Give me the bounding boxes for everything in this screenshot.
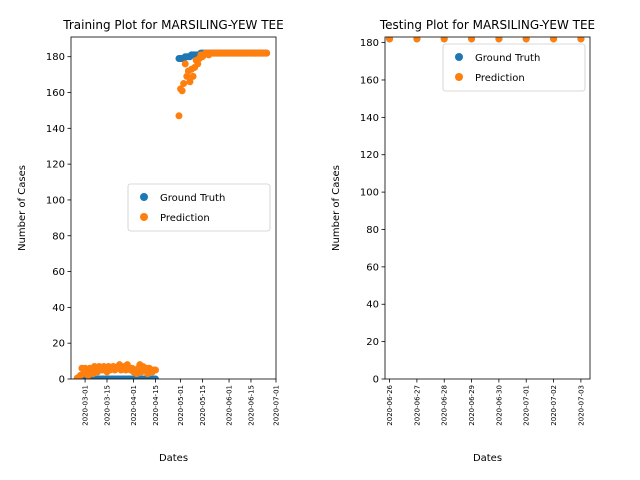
x-tick-label: 2020-07-03: [577, 385, 585, 426]
y-tick-label: 120: [46, 160, 65, 171]
y-tick-label: 100: [360, 188, 379, 199]
point-prediction: [522, 37, 530, 43]
y-tick-label: 140: [360, 113, 379, 124]
legend: Ground Truth Prediction: [127, 183, 271, 232]
x-tick-label: 2020-06-26: [386, 384, 394, 425]
y-tick-label: 80: [52, 231, 65, 242]
x-tick-label: 2020-06-01: [226, 385, 234, 426]
training-plot: 0 20 40 60 80 100 120 140 160 180 2020-03-01 2020-0…: [17, 18, 284, 464]
y-axis-label: Number of Cases: [17, 165, 28, 251]
y-tick-label: 80: [366, 225, 379, 236]
y-tick-label: 160: [46, 88, 65, 99]
legend-label: Prediction: [475, 73, 525, 84]
point-prediction: [263, 49, 271, 57]
y-tick-label: 0: [59, 375, 65, 386]
x-axis-label: Dates: [159, 453, 188, 464]
y-tick-label: 20: [366, 337, 379, 348]
point-prediction: [386, 37, 394, 43]
y-tick-label: 120: [360, 150, 379, 161]
legend-label: Ground Truth: [475, 53, 540, 64]
plot-area: [386, 37, 585, 43]
x-tick-label: 2020-07-01: [273, 385, 281, 426]
x-tick-label: 2020-06-29: [468, 385, 476, 426]
x-tick-label: 2020-03-01: [82, 385, 90, 426]
point-prediction: [180, 80, 188, 88]
legend-marker: [140, 213, 148, 221]
chart-title: Testing Plot for MARSILING-YEW TEE: [379, 18, 595, 32]
legend-frame: [127, 183, 271, 232]
legend: Ground Truth Prediction: [442, 43, 586, 92]
x-tick-label: 2020-03-15: [103, 385, 111, 426]
point-prediction: [577, 37, 585, 43]
legend-frame: [442, 43, 586, 92]
point-ground-truth: [152, 375, 159, 379]
point-prediction: [175, 112, 183, 120]
x-tick-label: 2020-06-15: [247, 385, 255, 426]
plot-area: [73, 49, 271, 379]
y-tick-label: 60: [366, 262, 379, 273]
y-tick-label: 180: [360, 38, 379, 49]
y-tick-label: 20: [52, 339, 65, 350]
point-prediction: [178, 87, 186, 95]
point-prediction: [550, 37, 558, 43]
testing-plot: 0 20 40 60 80 100 120 140 160 180 2020-06-26 2020-0…: [331, 18, 595, 464]
legend-marker: [140, 193, 148, 201]
point-prediction: [183, 72, 191, 80]
y-tick-label: 60: [52, 267, 65, 278]
y-axis-label: Number of Cases: [331, 165, 342, 251]
point-prediction: [186, 78, 194, 86]
y-tick-label: 160: [360, 75, 379, 86]
x-tick-label: 2020-06-30: [495, 385, 503, 426]
x-tick-label: 2020-06-27: [413, 385, 421, 426]
axes-frame: [384, 36, 591, 380]
legend-label: Ground Truth: [160, 193, 225, 204]
point-prediction: [189, 72, 197, 80]
x-tick-label: 2020-07-01: [523, 385, 531, 426]
point-prediction: [181, 60, 189, 68]
point-prediction: [194, 60, 202, 68]
point-prediction: [495, 37, 503, 43]
y-tick-label: 40: [52, 303, 65, 314]
point-prediction: [440, 37, 448, 43]
y-tick-label: 140: [46, 124, 65, 135]
point-prediction: [413, 37, 421, 43]
legend-marker: [455, 73, 463, 81]
y-tick-label: 100: [46, 195, 65, 206]
axes-frame: [70, 36, 277, 380]
x-tick-label: 2020-06-28: [441, 385, 449, 426]
y-tick-label: 40: [366, 300, 379, 311]
x-tick-label: 2020-04-01: [130, 385, 138, 426]
x-axis-label: Dates: [473, 453, 502, 464]
x-tick-label: 2020-04-15: [152, 385, 160, 426]
point-prediction: [468, 37, 476, 43]
x-tick-label: 2020-05-01: [177, 385, 185, 426]
legend-marker: [455, 53, 463, 61]
chart-title: Training Plot for MARSILING-YEW TEE: [62, 18, 283, 32]
point-prediction: [152, 366, 159, 374]
y-tick-label: 180: [46, 52, 65, 63]
x-tick-label: 2020-07-02: [550, 385, 558, 426]
y-tick-label: 0: [373, 375, 379, 386]
legend-label: Prediction: [160, 213, 210, 224]
x-tick-label: 2020-05-15: [199, 385, 207, 426]
